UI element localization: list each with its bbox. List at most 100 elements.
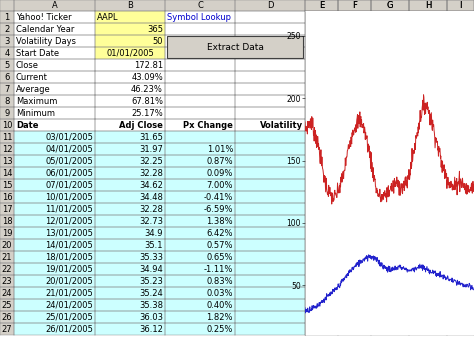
Bar [95,191,165,203]
Bar [14,251,95,263]
Bar [409,227,447,239]
Text: 12: 12 [2,144,12,153]
Bar [305,107,338,119]
Text: Px Change: Px Change [183,120,233,130]
Bar [14,275,95,287]
Text: 0.65%: 0.65% [207,252,233,262]
Bar [165,311,235,323]
Text: 32.25: 32.25 [139,157,163,165]
Text: 36.03: 36.03 [139,312,163,322]
Text: 7.00%: 7.00% [207,180,233,190]
Bar [409,263,447,275]
Bar [14,179,95,191]
Bar [371,107,409,119]
Bar [447,263,474,275]
Bar [305,0,338,11]
Bar [409,131,447,143]
Bar [165,35,235,47]
Bar [305,239,338,251]
Bar [409,0,447,11]
Text: Average: Average [16,84,51,93]
Bar [305,131,338,143]
Bar [0,323,14,335]
Bar [447,107,474,119]
Bar [409,143,447,155]
Bar [0,263,14,275]
Bar [0,227,14,239]
Text: 18/01/2005: 18/01/2005 [45,252,93,262]
Bar [409,203,447,215]
Bar [95,59,165,71]
Text: 05/01/2005: 05/01/2005 [45,157,93,165]
Bar [95,179,165,191]
Bar [95,323,165,335]
Text: E: E [319,1,324,10]
Bar [165,107,235,119]
Bar [305,47,338,59]
Text: 16: 16 [2,192,12,202]
Bar [447,0,474,11]
Bar [409,323,447,335]
Bar [235,35,305,47]
Bar [371,23,409,35]
Bar [0,191,14,203]
Bar [371,299,409,311]
Text: Volatility: Volatility [260,120,303,130]
Text: E: E [319,1,324,10]
Bar [338,323,371,335]
Bar [14,71,95,83]
Bar [371,155,409,167]
Text: 50: 50 [153,37,163,45]
Text: 35.1: 35.1 [145,240,163,250]
Bar [409,287,447,299]
Text: B: B [127,1,133,10]
Bar [447,119,474,131]
Bar [235,95,305,107]
Text: 1: 1 [4,12,9,22]
Bar [447,239,474,251]
Bar [14,95,95,107]
Text: 20/01/2005: 20/01/2005 [45,277,93,285]
Bar [305,23,338,35]
Bar [14,83,95,95]
Bar [305,71,338,83]
Bar [95,251,165,263]
Bar [338,71,371,83]
Text: Close: Close [16,60,39,70]
Bar [371,263,409,275]
Bar [447,311,474,323]
Bar [409,251,447,263]
Text: 0.83%: 0.83% [206,277,233,285]
Text: G: G [387,1,393,10]
Bar [305,287,338,299]
Bar [371,83,409,95]
Bar [165,191,235,203]
Bar [447,47,474,59]
Bar [165,143,235,155]
Text: 32.28: 32.28 [139,204,163,213]
Bar [371,239,409,251]
Text: 46.23%: 46.23% [131,84,163,93]
Bar [447,95,474,107]
Text: -6.59%: -6.59% [203,204,233,213]
Bar [371,11,409,23]
Bar [0,179,14,191]
Bar [14,119,95,131]
Bar [371,323,409,335]
Bar [305,215,338,227]
FancyBboxPatch shape [167,36,303,58]
Bar [447,23,474,35]
Text: 14: 14 [2,169,12,178]
Text: 8: 8 [4,97,9,105]
Bar [14,47,95,59]
Bar [338,131,371,143]
Text: 27: 27 [2,324,12,333]
Text: 32.73: 32.73 [139,217,163,225]
Text: 35.33: 35.33 [139,252,163,262]
Bar [14,311,95,323]
Bar [95,107,165,119]
Bar [235,215,305,227]
Bar [305,35,338,47]
Text: 07/01/2005: 07/01/2005 [45,180,93,190]
Bar [409,107,447,119]
